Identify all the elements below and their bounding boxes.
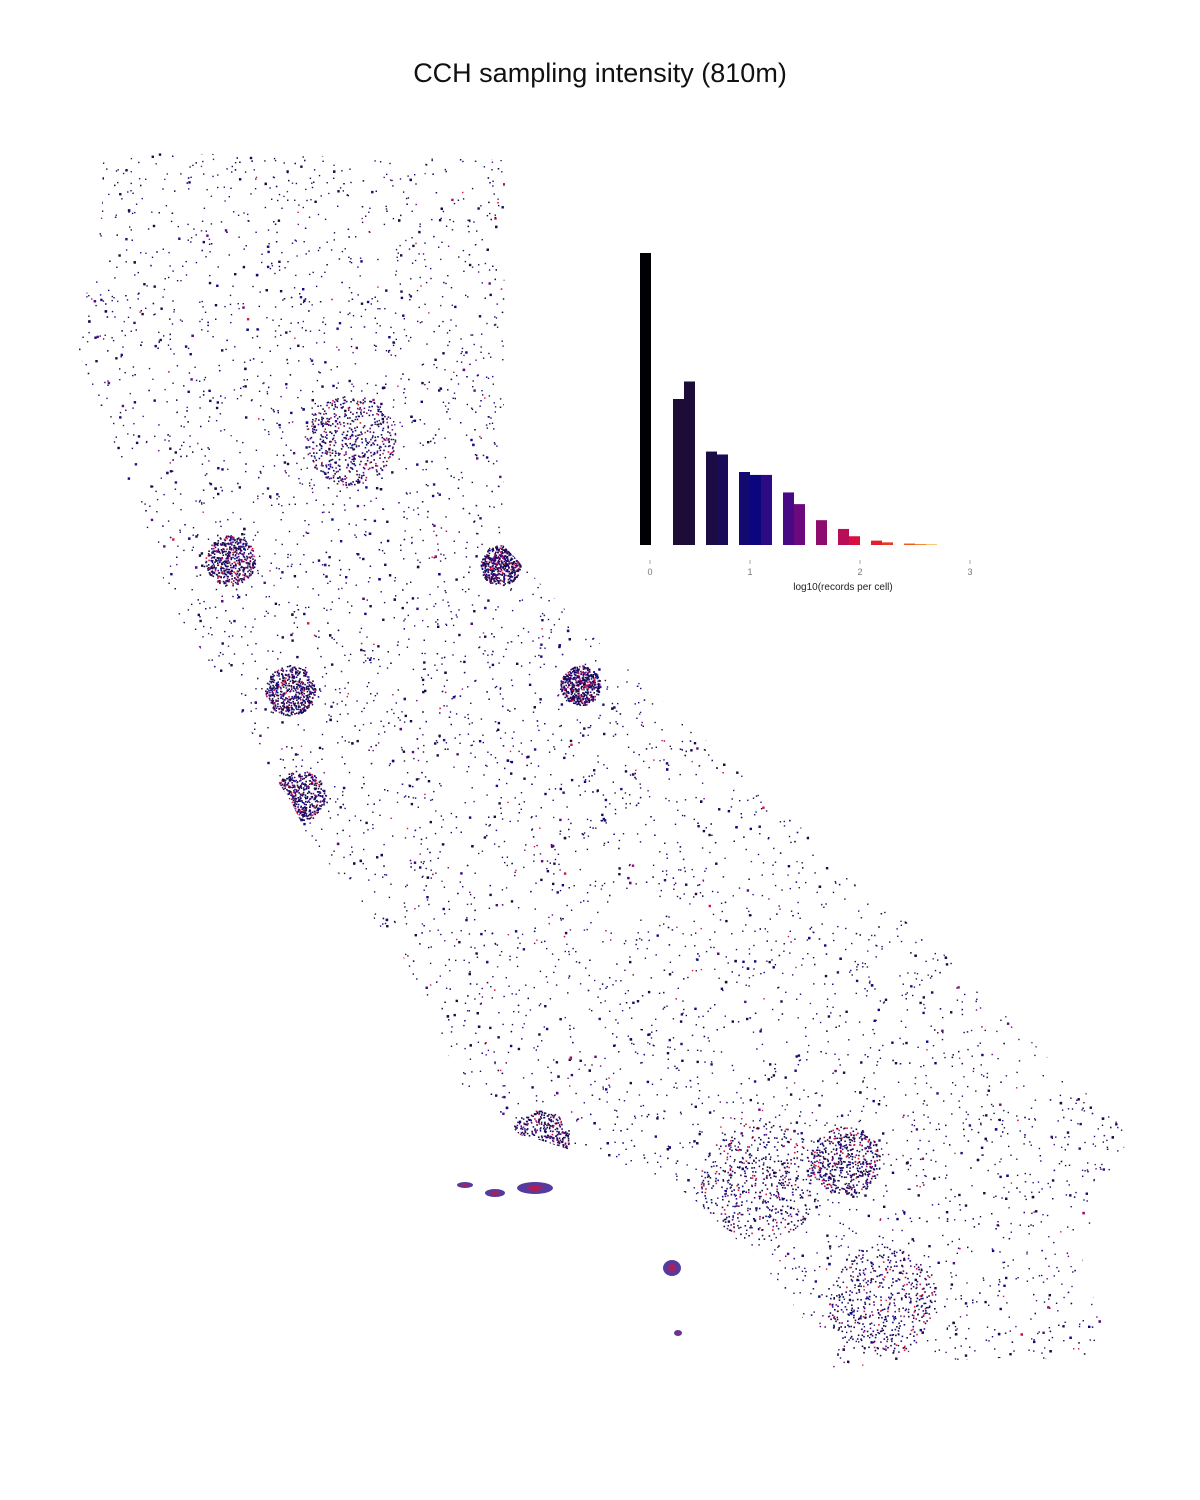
map-title: CCH sampling intensity (810m) [413, 58, 787, 88]
histogram-bar [640, 253, 651, 545]
histogram-bar [882, 542, 893, 545]
histogram-bar [838, 528, 849, 545]
histogram-bar [761, 474, 772, 545]
histogram-bar [904, 543, 915, 545]
histogram-bar [684, 381, 695, 545]
histogram-tick-label: 2 [857, 567, 862, 577]
histogram-bar [717, 454, 728, 545]
histogram-x-axis-label: log10(records per cell) [793, 582, 893, 593]
histogram-tick-label: 3 [967, 567, 972, 577]
sampling-histogram: 0 1 2 3 log10(records per cell) [640, 253, 973, 593]
histogram-bar [926, 544, 937, 545]
histogram-bar [915, 544, 926, 545]
histogram-bar [794, 504, 805, 545]
histogram-tick-label: 0 [647, 567, 652, 577]
histogram-tick-label: 1 [747, 567, 752, 577]
histogram-bar [849, 536, 860, 545]
histogram-bar [739, 472, 750, 545]
histogram-bar [871, 540, 882, 545]
histogram-bar [816, 520, 827, 545]
histogram-bar [706, 451, 717, 545]
histogram-bar [673, 399, 684, 545]
histogram-bar [750, 474, 761, 545]
histogram-bar [783, 492, 794, 545]
